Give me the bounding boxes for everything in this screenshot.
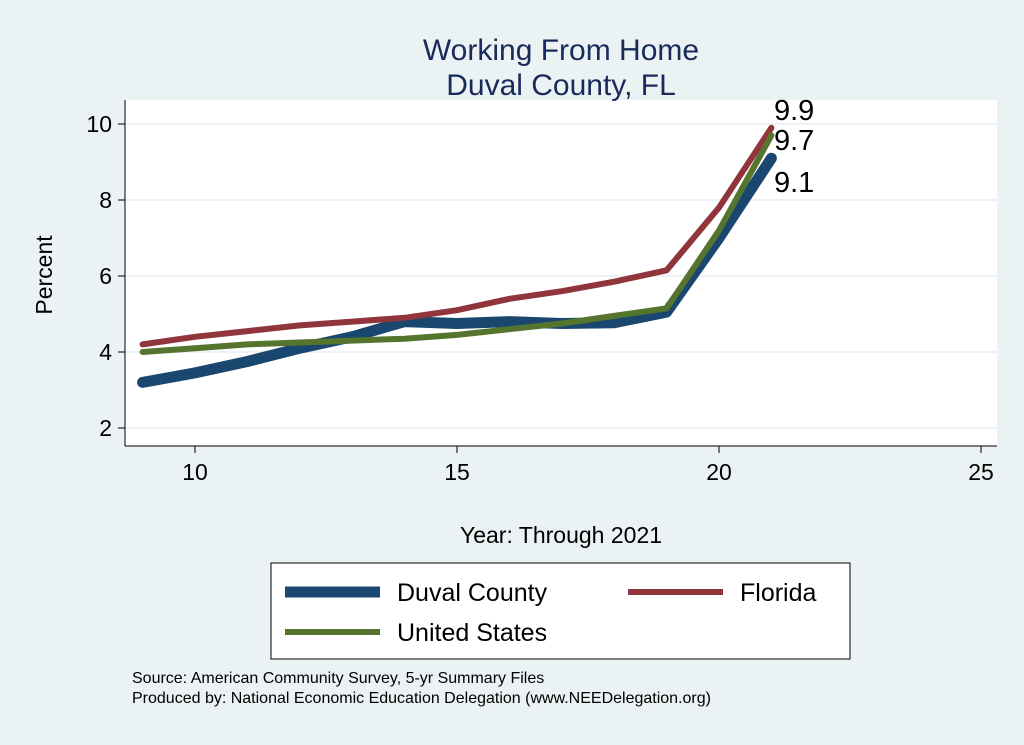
y-tick-label: 10: [86, 111, 112, 137]
y-tick-label: 6: [99, 263, 112, 289]
series-line-duval-county: [137, 152, 777, 388]
producer-note: Produced by: National Economic Education…: [132, 690, 711, 707]
legend: [270, 562, 851, 660]
x-tick-label: 15: [444, 459, 470, 485]
x-axis-label: Year: Through 2021: [460, 522, 662, 548]
x-tick-label: 10: [182, 459, 208, 485]
plot-area: [125, 100, 997, 446]
y-axis-label: Percent: [31, 235, 57, 315]
x-tick-label: 20: [706, 459, 732, 485]
y-tick-label: 8: [99, 187, 112, 213]
y-tick-label: 4: [99, 339, 112, 365]
series-line-florida: [139, 124, 775, 348]
legend-label: United States: [397, 619, 547, 647]
x-tick-label: 25: [968, 459, 994, 485]
legend-label: Duval County: [397, 579, 548, 607]
chart-title: Working From Home: [423, 34, 699, 67]
end-label: 9.7: [774, 125, 814, 157]
end-label: 9.1: [774, 167, 814, 199]
y-tick-label: 2: [99, 415, 112, 441]
chart-subtitle: Duval County, FL: [446, 69, 676, 102]
end-label: 9.9: [774, 95, 814, 127]
series-line-united-states: [139, 132, 775, 355]
legend-label: Florida: [740, 579, 817, 607]
source-note: Source: American Community Survey, 5-yr …: [132, 670, 545, 687]
